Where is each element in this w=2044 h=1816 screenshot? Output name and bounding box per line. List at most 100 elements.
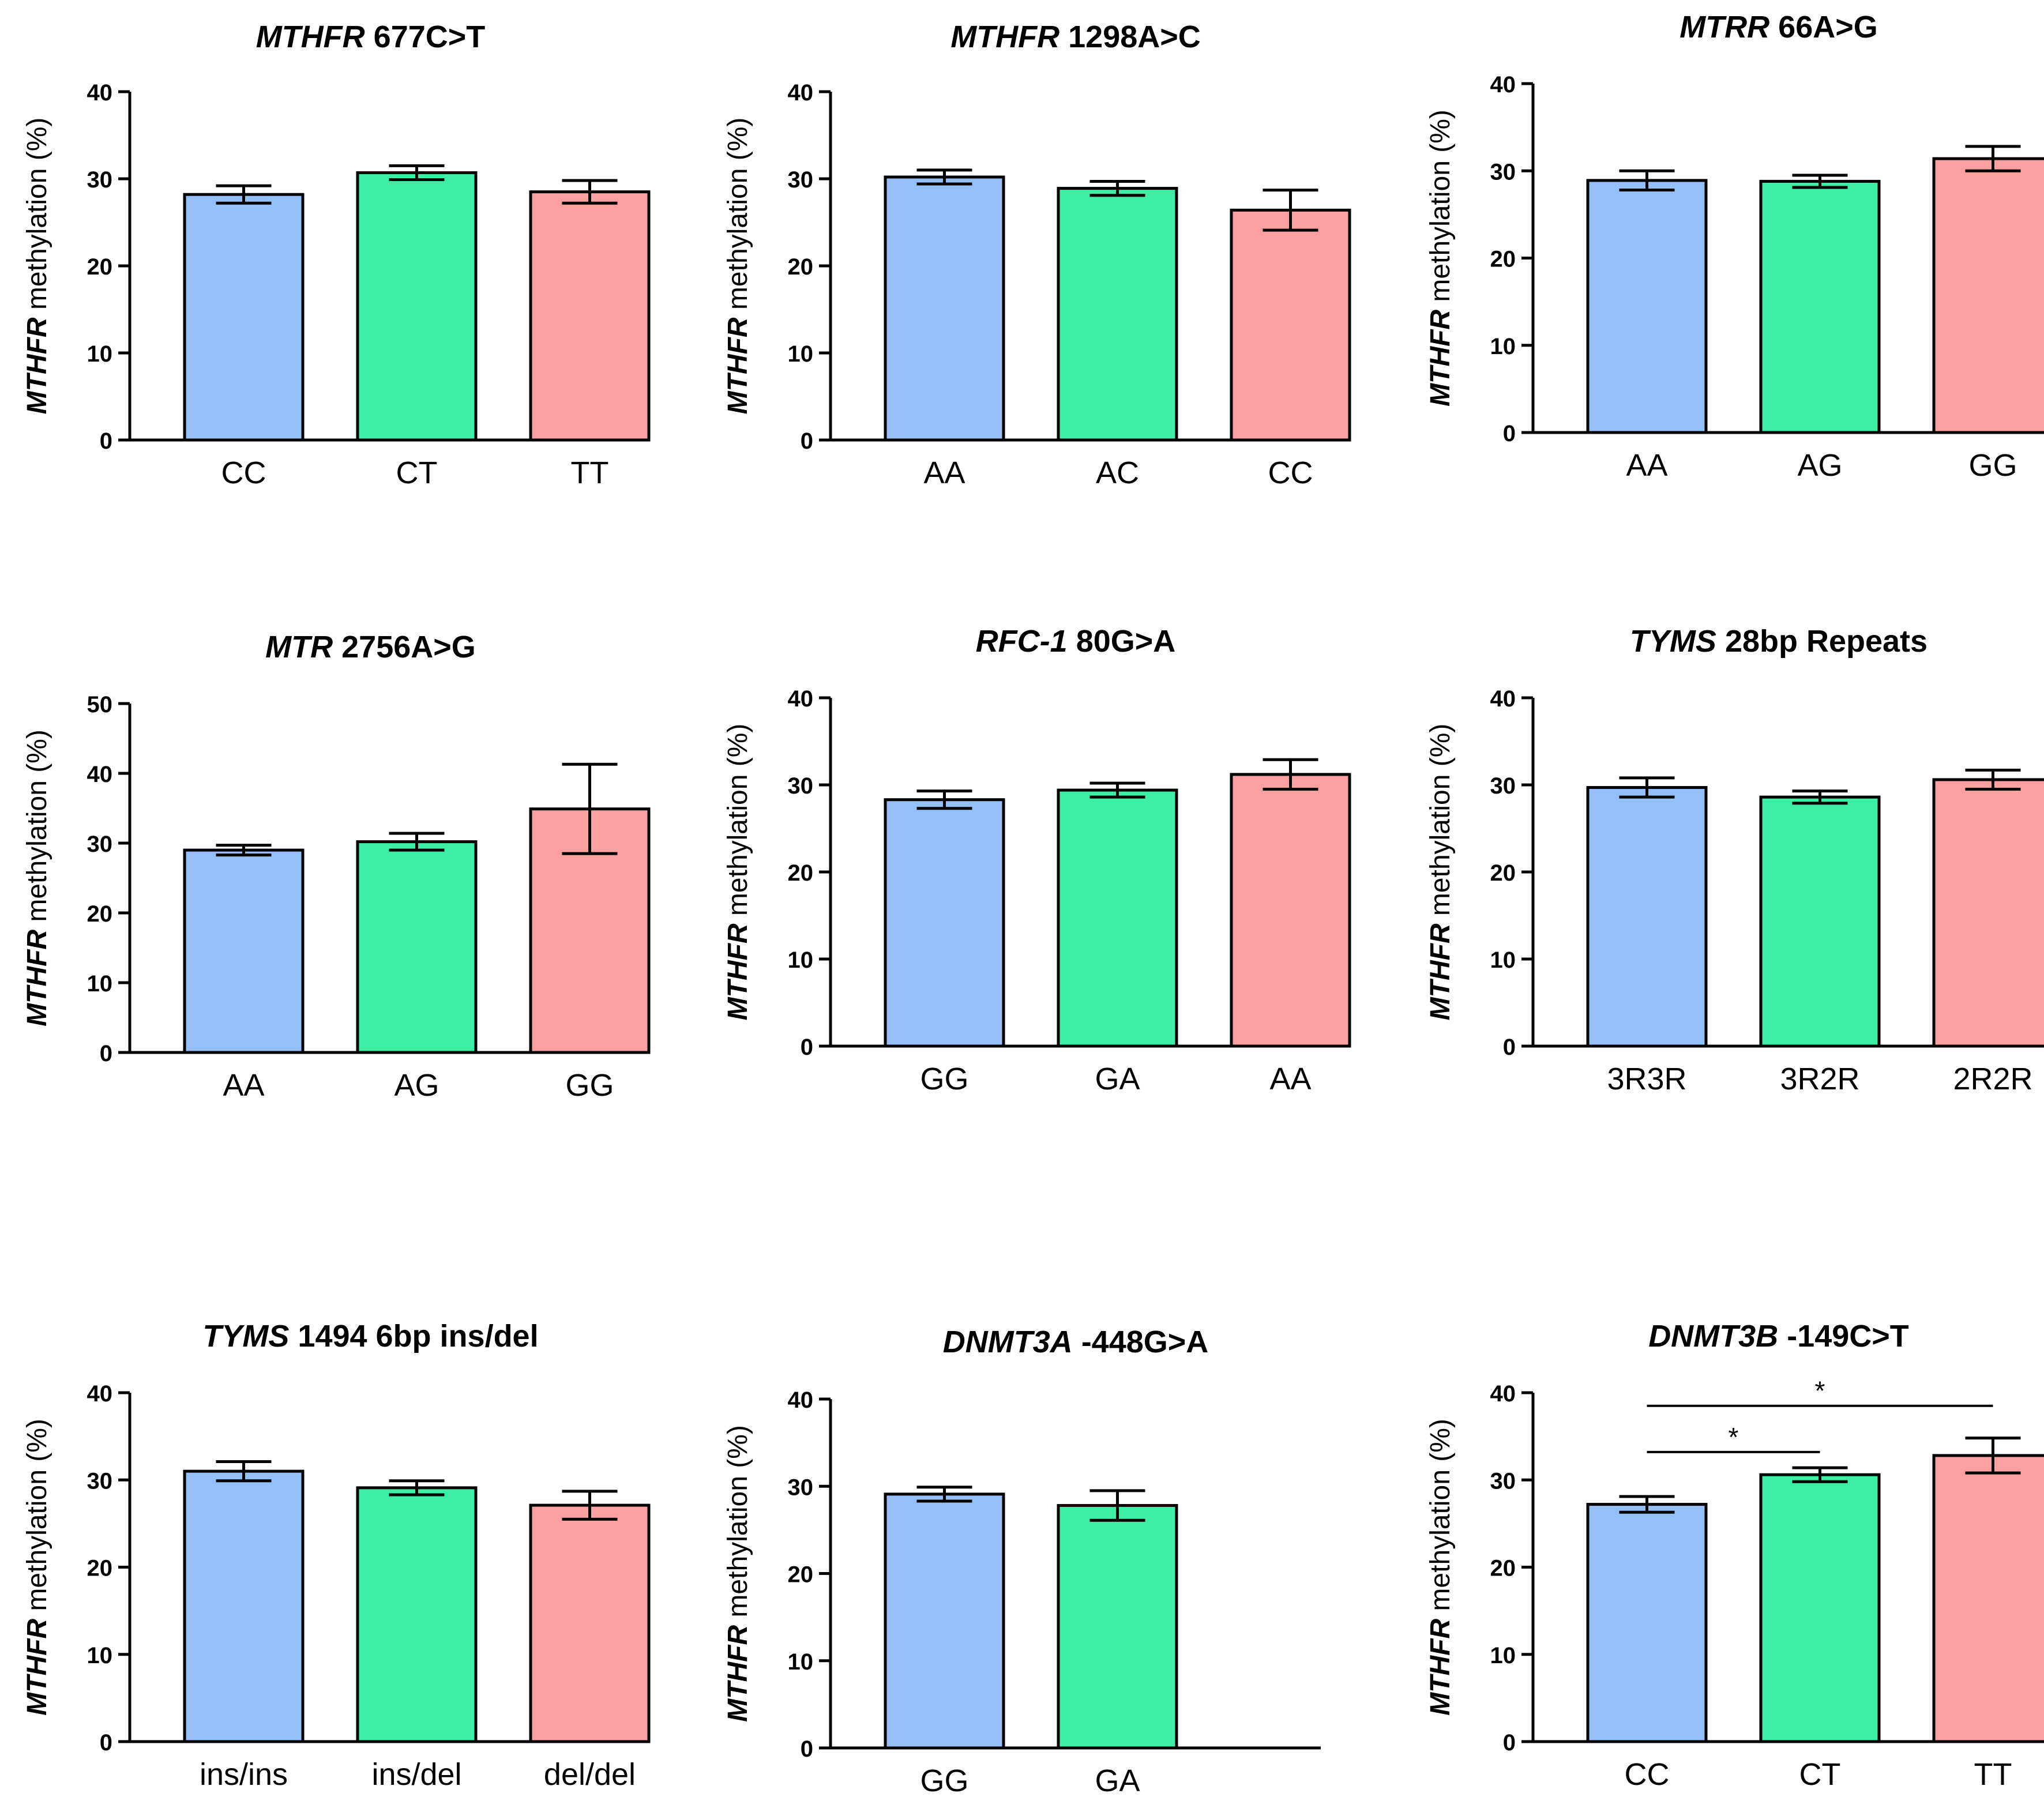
chart-title: TYMS 1494 6bp ins/del bbox=[202, 1319, 538, 1353]
y-tick-label: 40 bbox=[788, 80, 814, 106]
chart-title-gene: MTRR bbox=[1679, 10, 1769, 44]
x-tick-label: CT bbox=[1799, 1757, 1841, 1792]
chart-title: RFC-1 80G>A bbox=[976, 624, 1176, 659]
bar-insins bbox=[183, 1469, 305, 1743]
x-tick-label: ins/ins bbox=[200, 1757, 288, 1792]
y-tick-label: 20 bbox=[788, 1562, 814, 1588]
bar-tt bbox=[1932, 1454, 2044, 1743]
chart-title-marker: 677C>T bbox=[365, 20, 486, 54]
chart-title-marker: -448G>A bbox=[1073, 1325, 1209, 1359]
bar-deldel bbox=[529, 1503, 651, 1743]
y-axis-label-text: methylation (%) bbox=[22, 118, 52, 318]
chart-title: DNMT3B -149C>T bbox=[1648, 1319, 1909, 1353]
bar-aa bbox=[183, 848, 305, 1054]
chart-panel-3: MTRR 66A>G MTHFR methylation (%) 0 10 20 30 40… bbox=[1425, 10, 2044, 483]
y-tick-label: 0 bbox=[801, 1035, 813, 1060]
y-axis-label-text: methylation (%) bbox=[723, 118, 753, 318]
chart-title-gene: DNMT3A bbox=[943, 1325, 1073, 1359]
y-axis-label-text: methylation (%) bbox=[22, 730, 52, 930]
y-tick-label: 10 bbox=[87, 971, 113, 997]
bar-cc bbox=[183, 193, 305, 442]
y-axis-label-text: methylation (%) bbox=[1425, 1419, 1456, 1619]
y-axis-label-text: methylation (%) bbox=[22, 1419, 52, 1619]
y-tick-label: 30 bbox=[788, 1475, 814, 1500]
bar-aa bbox=[1586, 179, 1708, 434]
y-tick-label: 0 bbox=[1503, 1035, 1516, 1060]
y-tick-label: 30 bbox=[1490, 773, 1516, 799]
y-tick-label: 20 bbox=[1490, 1556, 1516, 1581]
y-tick-label: 40 bbox=[788, 1388, 814, 1413]
chart-title-marker: 2756A>G bbox=[333, 630, 476, 664]
bar-ac bbox=[1057, 187, 1178, 442]
chart-title-gene: DNMT3B bbox=[1648, 1319, 1778, 1353]
y-axis-label-text: methylation (%) bbox=[723, 724, 753, 924]
bar-aa bbox=[1230, 773, 1351, 1048]
bar-cc bbox=[1586, 1503, 1708, 1743]
y-axis-label: MTHFR methylation (%) bbox=[22, 730, 52, 1027]
y-tick-label: 20 bbox=[1490, 247, 1516, 272]
y-tick-label: 30 bbox=[1490, 1468, 1516, 1494]
chart-panel-9: DNMT3B -149C>T MTHFR methylation (%) 0 10 20… bbox=[1425, 1319, 2044, 1792]
x-tick-label: AC bbox=[1096, 456, 1139, 490]
chart-title-gene: TYMS bbox=[1630, 624, 1716, 659]
chart-panel-8: DNMT3A -448G>A MTHFR methylation (%) 0 10 20… bbox=[723, 1325, 1321, 1798]
chart-title-marker: 80G>A bbox=[1068, 624, 1176, 659]
bar-cc bbox=[1230, 208, 1351, 442]
x-tick-label: GA bbox=[1095, 1062, 1140, 1096]
bar-2r2r bbox=[1932, 778, 2044, 1048]
bar-ag bbox=[356, 840, 478, 1054]
y-tick-label: 0 bbox=[801, 1736, 813, 1762]
x-tick-label: CC bbox=[221, 456, 266, 490]
chart-panel-7: TYMS 1494 6bp ins/del MTHFR methylation (… bbox=[22, 1319, 651, 1792]
y-tick-label: 20 bbox=[87, 254, 113, 280]
x-tick-label: 3R3R bbox=[1607, 1062, 1686, 1096]
y-tick-label: 0 bbox=[100, 1730, 112, 1755]
y-tick-label: 0 bbox=[801, 428, 813, 454]
x-tick-label: GG bbox=[1968, 448, 2017, 483]
y-tick-label: 10 bbox=[87, 1643, 113, 1668]
y-tick-label: 0 bbox=[100, 428, 112, 454]
chart-title-marker: 66A>G bbox=[1769, 10, 1878, 44]
bar-3r2r bbox=[1759, 795, 1881, 1048]
x-tick-label: GG bbox=[565, 1068, 614, 1103]
chart-title-gene: TYMS bbox=[202, 1319, 289, 1353]
y-axis-label-gene: MTHFR bbox=[1425, 310, 1456, 407]
y-tick-label: 10 bbox=[788, 341, 814, 367]
y-axis-label-gene: MTHFR bbox=[723, 1625, 753, 1722]
y-axis-label: MTHFR methylation (%) bbox=[1425, 1419, 1456, 1716]
x-tick-label: 3R2R bbox=[1780, 1062, 1859, 1096]
x-tick-label: CC bbox=[1268, 456, 1313, 490]
y-axis-label-gene: MTHFR bbox=[22, 930, 52, 1027]
y-tick-label: 30 bbox=[788, 773, 814, 799]
y-axis-label-gene: MTHFR bbox=[1425, 923, 1456, 1020]
chart-title: MTR 2756A>G bbox=[265, 630, 476, 664]
bar-insdel bbox=[356, 1486, 478, 1743]
x-tick-label: ins/del bbox=[371, 1757, 461, 1792]
bar-3r3r bbox=[1586, 786, 1708, 1048]
chart-panel-5: RFC-1 80G>A MTHFR methylation (%) 0 10 20 30 4… bbox=[723, 624, 1351, 1096]
x-tick-label: TT bbox=[571, 456, 609, 490]
y-tick-label: 40 bbox=[87, 80, 113, 106]
chart-title: MTHFR 1298A>C bbox=[950, 20, 1201, 54]
chart-title: DNMT3A -448G>A bbox=[943, 1325, 1209, 1359]
chart-panel-4: MTR 2756A>G MTHFR methylation (%) 0 10 20 30 4… bbox=[22, 630, 651, 1103]
y-tick-label: 30 bbox=[788, 167, 814, 193]
bar-aa bbox=[884, 175, 1005, 442]
chart-title-gene: MTHFR bbox=[256, 20, 365, 54]
bar-gg bbox=[884, 1492, 1005, 1750]
y-tick-label: 40 bbox=[1490, 686, 1516, 712]
chart-title-gene: MTR bbox=[265, 630, 333, 664]
y-tick-label: 20 bbox=[87, 901, 113, 927]
y-tick-label: 10 bbox=[1490, 1643, 1516, 1668]
y-tick-label: 20 bbox=[788, 860, 814, 886]
y-axis-label-text: methylation (%) bbox=[723, 1425, 753, 1625]
x-tick-label: AA bbox=[923, 456, 965, 490]
y-tick-label: 40 bbox=[87, 762, 113, 787]
y-tick-label: 40 bbox=[1490, 72, 1516, 97]
y-axis-label: MTHFR methylation (%) bbox=[1425, 724, 1456, 1021]
y-tick-label: 20 bbox=[1490, 860, 1516, 886]
x-tick-label: del/del bbox=[544, 1757, 636, 1792]
chart-title-gene: MTHFR bbox=[950, 20, 1059, 54]
chart-title: MTHFR 677C>T bbox=[256, 20, 486, 54]
